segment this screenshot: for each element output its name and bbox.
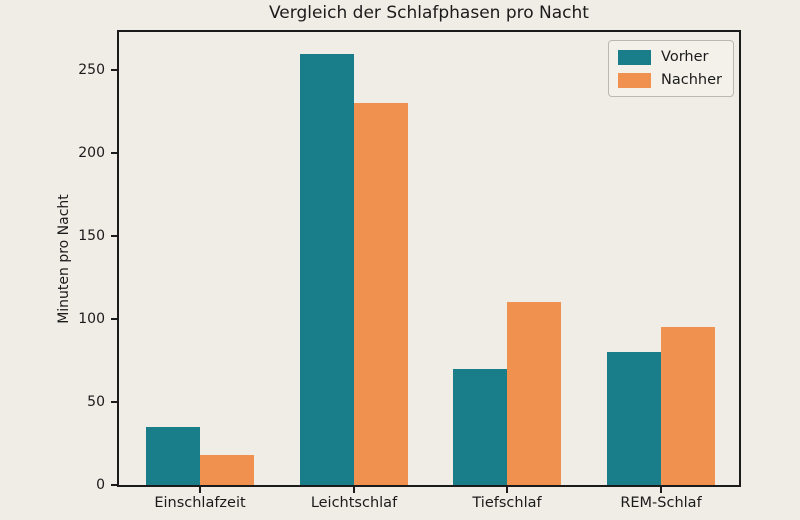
y-tick-mark bbox=[111, 484, 117, 486]
legend: Vorher Nachher bbox=[608, 40, 734, 97]
y-tick-label: 250 bbox=[78, 62, 105, 78]
x-tick-label-tiefschlaf: Tiefschlaf bbox=[472, 495, 542, 511]
legend-label-nachher: Nachher bbox=[661, 72, 722, 88]
chart-title: Vergleich der Schlafphasen pro Nacht bbox=[269, 3, 589, 23]
x-tick-mark bbox=[660, 487, 662, 493]
y-tick-label: 150 bbox=[78, 228, 105, 244]
y-tick-label: 100 bbox=[78, 311, 105, 327]
legend-swatch-vorher bbox=[618, 49, 652, 65]
bar-vorher-tiefschlaf bbox=[453, 369, 507, 485]
x-tick-label-einschlafzeit: Einschlafzeit bbox=[154, 495, 246, 511]
bar-vorher-rem-schlaf bbox=[607, 352, 661, 485]
legend-item-vorher: Vorher bbox=[618, 49, 722, 65]
x-tick-label-leichtschlaf: Leichtschlaf bbox=[310, 495, 398, 511]
bar-nachher-einschlafzeit bbox=[200, 455, 254, 485]
x-tick-mark bbox=[199, 487, 201, 493]
bar-nachher-tiefschlaf bbox=[507, 302, 561, 485]
y-tick-label: 50 bbox=[87, 394, 105, 410]
x-tick-label-rem-schlaf: REM-Schlaf bbox=[620, 495, 702, 511]
bar-nachher-rem-schlaf bbox=[661, 327, 715, 485]
y-axis-label: Minuten pro Nacht bbox=[56, 194, 72, 324]
legend-item-nachher: Nachher bbox=[618, 72, 722, 88]
legend-swatch-nachher bbox=[618, 72, 652, 88]
y-tick-label: 200 bbox=[78, 145, 105, 161]
x-tick-mark bbox=[506, 487, 508, 493]
bars-layer bbox=[119, 32, 739, 485]
y-tick-mark bbox=[111, 69, 117, 71]
y-tick-label: 0 bbox=[96, 477, 105, 493]
legend-label-vorher: Vorher bbox=[661, 49, 709, 65]
bar-vorher-einschlafzeit bbox=[146, 427, 200, 485]
y-tick-mark bbox=[111, 318, 117, 320]
bar-nachher-leichtschlaf bbox=[354, 103, 408, 485]
y-tick-mark bbox=[111, 235, 117, 237]
plot-area: Vorher Nachher bbox=[117, 30, 741, 487]
bar-vorher-leichtschlaf bbox=[300, 54, 354, 485]
x-tick-mark bbox=[353, 487, 355, 493]
y-tick-mark bbox=[111, 401, 117, 403]
y-tick-mark bbox=[111, 152, 117, 154]
